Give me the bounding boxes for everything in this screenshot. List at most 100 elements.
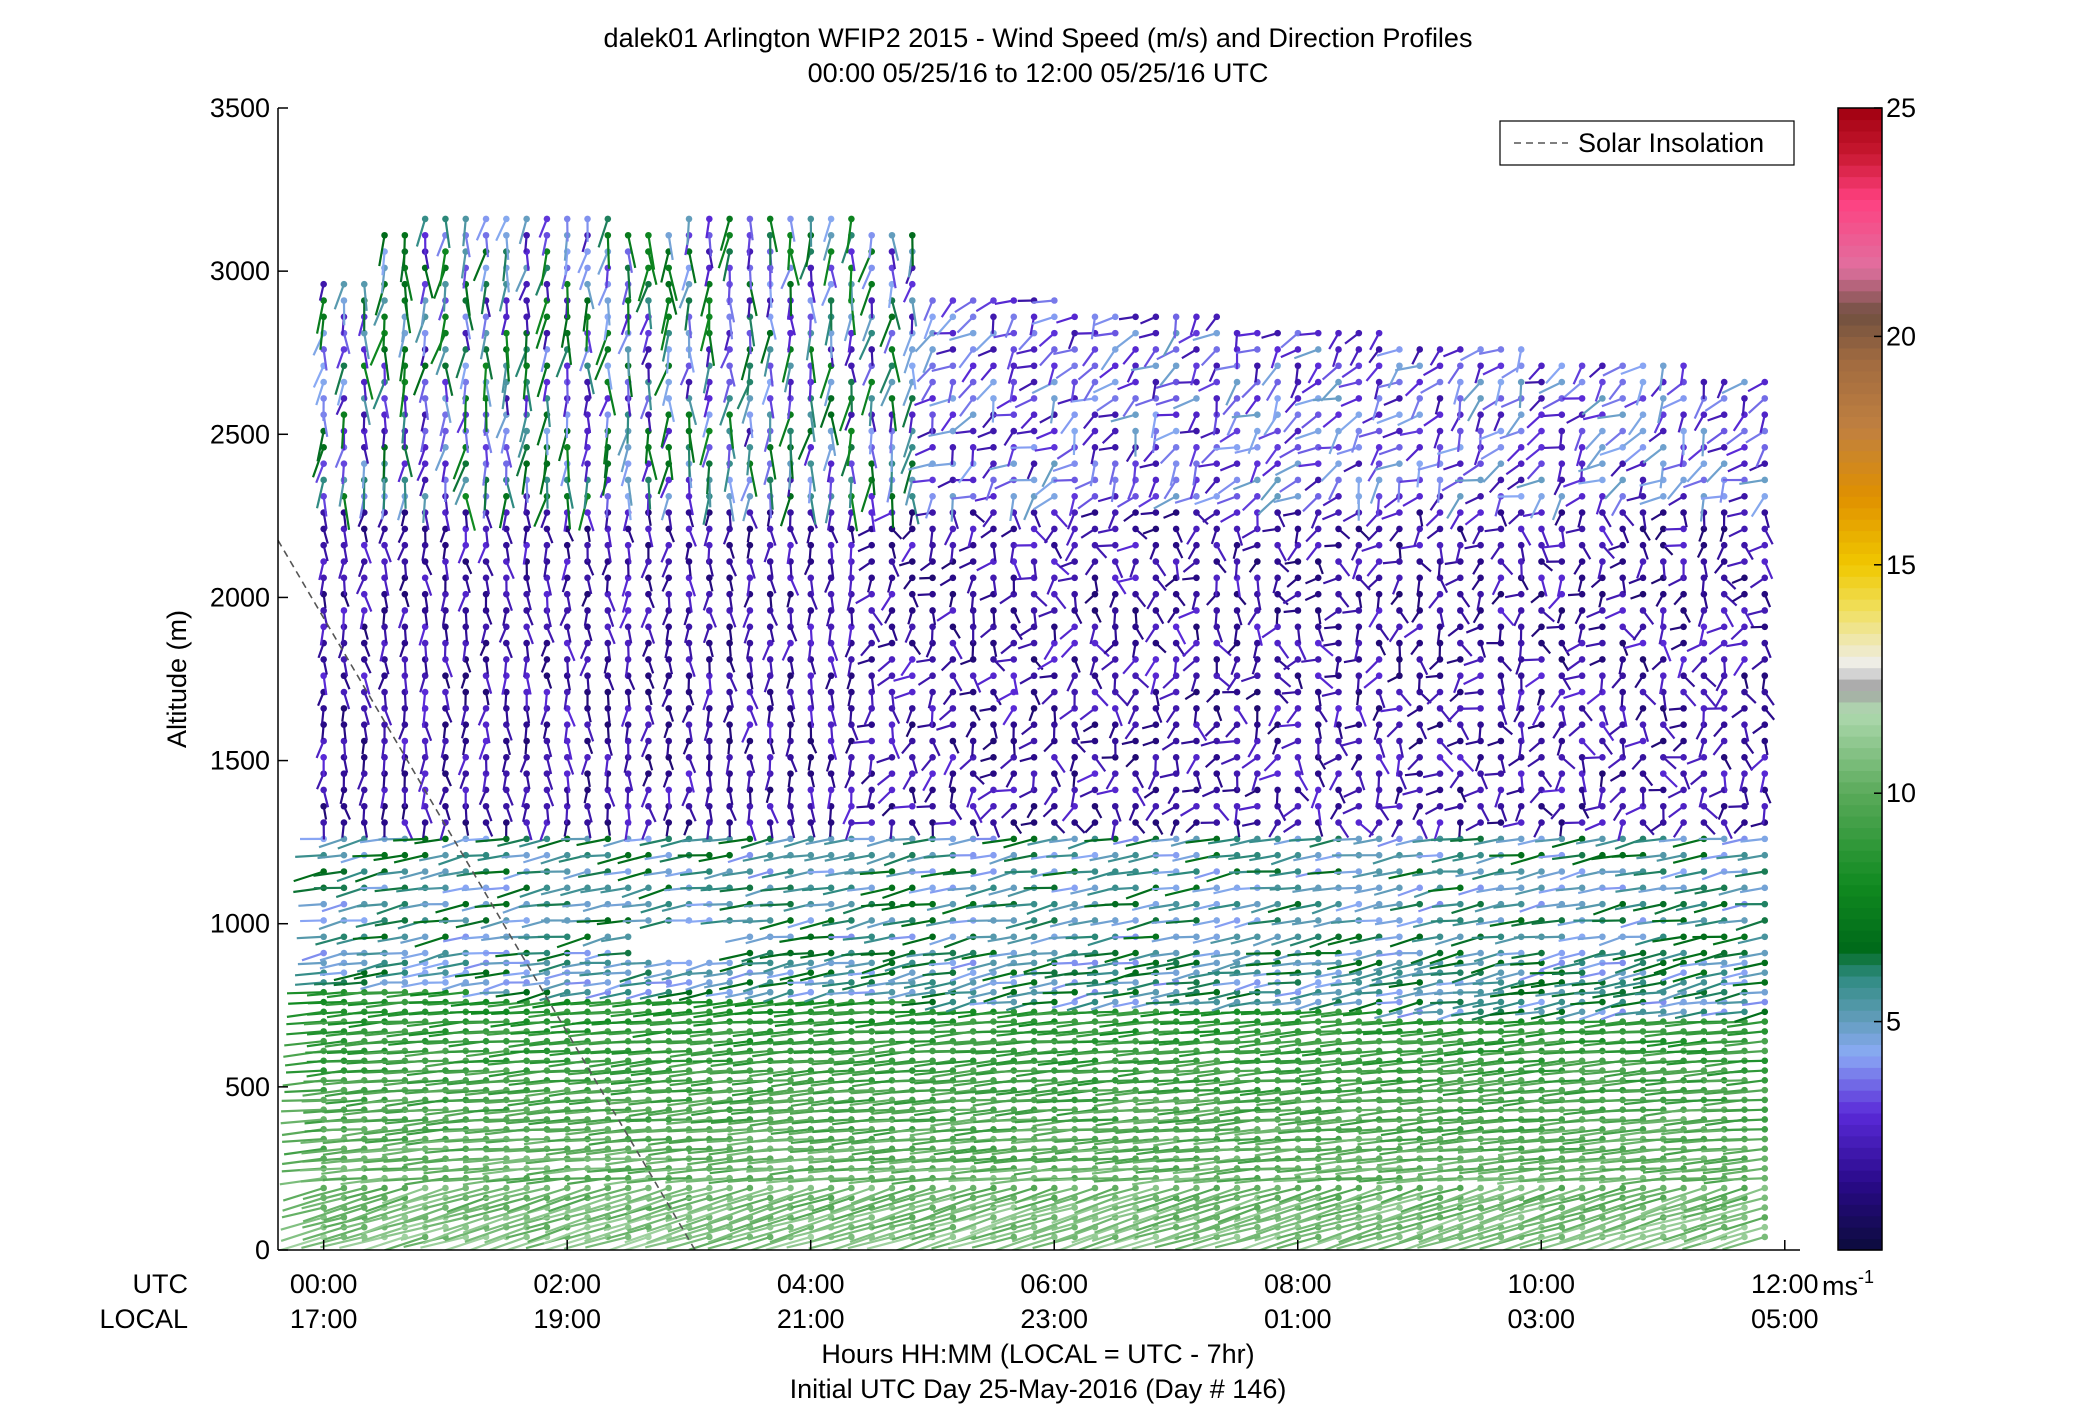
wind-barb-point bbox=[340, 933, 348, 941]
wind-barb-point bbox=[908, 688, 916, 696]
wind-barb-point bbox=[787, 737, 794, 745]
wind-barb-point bbox=[360, 802, 368, 810]
wind-barb-point bbox=[726, 541, 733, 549]
wind-barb-shaft bbox=[560, 316, 569, 348]
wind-barb-point bbox=[604, 884, 612, 892]
wind-barb-point bbox=[807, 672, 815, 680]
wind-barb-point bbox=[442, 672, 449, 680]
wind-barb-point bbox=[990, 476, 997, 484]
wind-barb-point bbox=[746, 509, 754, 516]
wind-barb-shaft bbox=[455, 919, 487, 929]
wind-barb-point bbox=[401, 1214, 409, 1221]
wind-barb-shaft bbox=[340, 414, 346, 449]
wind-barb-point bbox=[543, 427, 551, 435]
wind-barb-point bbox=[827, 770, 835, 777]
wind-barb-point bbox=[442, 851, 449, 859]
wind-barb-shaft bbox=[456, 854, 487, 858]
wind-barb-point bbox=[604, 411, 612, 419]
wind-barb-shaft bbox=[362, 1098, 405, 1104]
wind-barb-shaft bbox=[437, 961, 466, 970]
wind-barb-point bbox=[421, 297, 429, 304]
wind-barb-shaft bbox=[284, 1040, 324, 1047]
wind-barb-shaft bbox=[500, 430, 508, 454]
wind-barb-point bbox=[908, 737, 916, 745]
wind-barb-shaft bbox=[343, 1206, 385, 1224]
wind-barb-point bbox=[584, 248, 591, 255]
wind-barb-point bbox=[827, 541, 835, 549]
wind-barb-shaft bbox=[576, 919, 608, 923]
wind-barb-point bbox=[584, 639, 591, 647]
wind-barb-shaft bbox=[327, 1020, 365, 1026]
wind-barb-point bbox=[949, 444, 957, 451]
wind-barb-point bbox=[523, 590, 530, 598]
wind-barb-point bbox=[766, 851, 774, 859]
wind-barb-point bbox=[868, 231, 875, 239]
wind-barb-point bbox=[949, 297, 957, 304]
wind-barb-shaft bbox=[462, 951, 487, 955]
wind-barb-shaft bbox=[443, 1157, 487, 1162]
wind-barb-point bbox=[665, 297, 673, 304]
wind-barb-shaft bbox=[415, 218, 427, 247]
wind-barb-point bbox=[401, 1135, 409, 1143]
wind-barb-point bbox=[381, 900, 388, 908]
wind-barb-point bbox=[929, 900, 936, 908]
wind-barb-point bbox=[645, 688, 652, 696]
wind-barb-point bbox=[421, 688, 429, 696]
wind-barb-point bbox=[685, 541, 693, 549]
wind-barb-shaft bbox=[564, 981, 588, 985]
wind-barb-shaft bbox=[893, 1069, 933, 1073]
wind-barb-shaft bbox=[585, 991, 609, 1000]
wind-barb-shaft bbox=[545, 430, 549, 456]
wind-barb-shaft bbox=[536, 414, 548, 446]
wind-barb-shaft bbox=[338, 479, 346, 507]
wind-barb-point bbox=[848, 656, 855, 663]
wind-barb-shaft bbox=[667, 1157, 710, 1161]
wind-barb-point bbox=[584, 802, 591, 810]
wind-barb-shaft bbox=[484, 1108, 527, 1115]
wind-barb-point bbox=[381, 1184, 388, 1192]
wind-barb-point bbox=[949, 378, 957, 386]
wind-barb-shaft bbox=[605, 414, 609, 438]
wind-barb-shaft bbox=[532, 1000, 568, 1009]
wind-barb-shaft bbox=[383, 1177, 426, 1182]
wind-barb-shaft bbox=[526, 1108, 568, 1116]
wind-barb-shaft bbox=[848, 479, 853, 509]
wind-barb-shaft bbox=[464, 1089, 507, 1096]
wind-barb-shaft bbox=[522, 981, 548, 987]
wind-barb-shaft bbox=[315, 463, 325, 484]
wind-barb-point bbox=[868, 737, 875, 745]
wind-barb-point bbox=[543, 248, 551, 255]
wind-barb-point bbox=[665, 900, 673, 908]
wind-barb-point bbox=[726, 346, 733, 353]
wind-barb-shaft bbox=[548, 1196, 588, 1213]
wind-barb-shaft bbox=[583, 1157, 629, 1161]
wind-barb-point bbox=[523, 427, 530, 435]
wind-barb-point bbox=[726, 231, 733, 239]
wind-barb-point bbox=[665, 737, 673, 745]
wind-barb-point bbox=[523, 737, 530, 745]
wind-barb-shaft bbox=[914, 1030, 953, 1035]
wind-barb-shaft bbox=[418, 952, 446, 964]
wind-barb-shaft bbox=[374, 919, 406, 927]
wind-barb-shaft bbox=[486, 1030, 527, 1036]
wind-barb-point bbox=[401, 770, 409, 777]
wind-barb-shaft bbox=[322, 496, 328, 517]
wind-barb-shaft bbox=[278, 1235, 324, 1250]
wind-barb-point bbox=[949, 737, 957, 745]
wind-barb-point bbox=[848, 786, 855, 794]
wind-barb-point bbox=[787, 688, 794, 696]
wind-barb-shaft bbox=[343, 1137, 385, 1142]
wind-barb-point bbox=[523, 851, 530, 859]
wind-barb-point bbox=[421, 851, 429, 859]
wind-barb-point bbox=[543, 313, 551, 321]
wind-barb-point bbox=[503, 1047, 510, 1055]
wind-barb-shaft bbox=[295, 854, 324, 858]
wind-barb-point bbox=[503, 688, 510, 696]
wind-barb-shaft bbox=[501, 381, 508, 410]
wind-barb-point bbox=[442, 949, 449, 957]
wind-barb-point bbox=[442, 721, 449, 728]
wind-barb-point bbox=[807, 959, 815, 967]
wind-barb-point bbox=[908, 231, 916, 239]
wind-barb-shaft bbox=[281, 1206, 324, 1219]
wind-barb-shaft bbox=[548, 1069, 588, 1074]
